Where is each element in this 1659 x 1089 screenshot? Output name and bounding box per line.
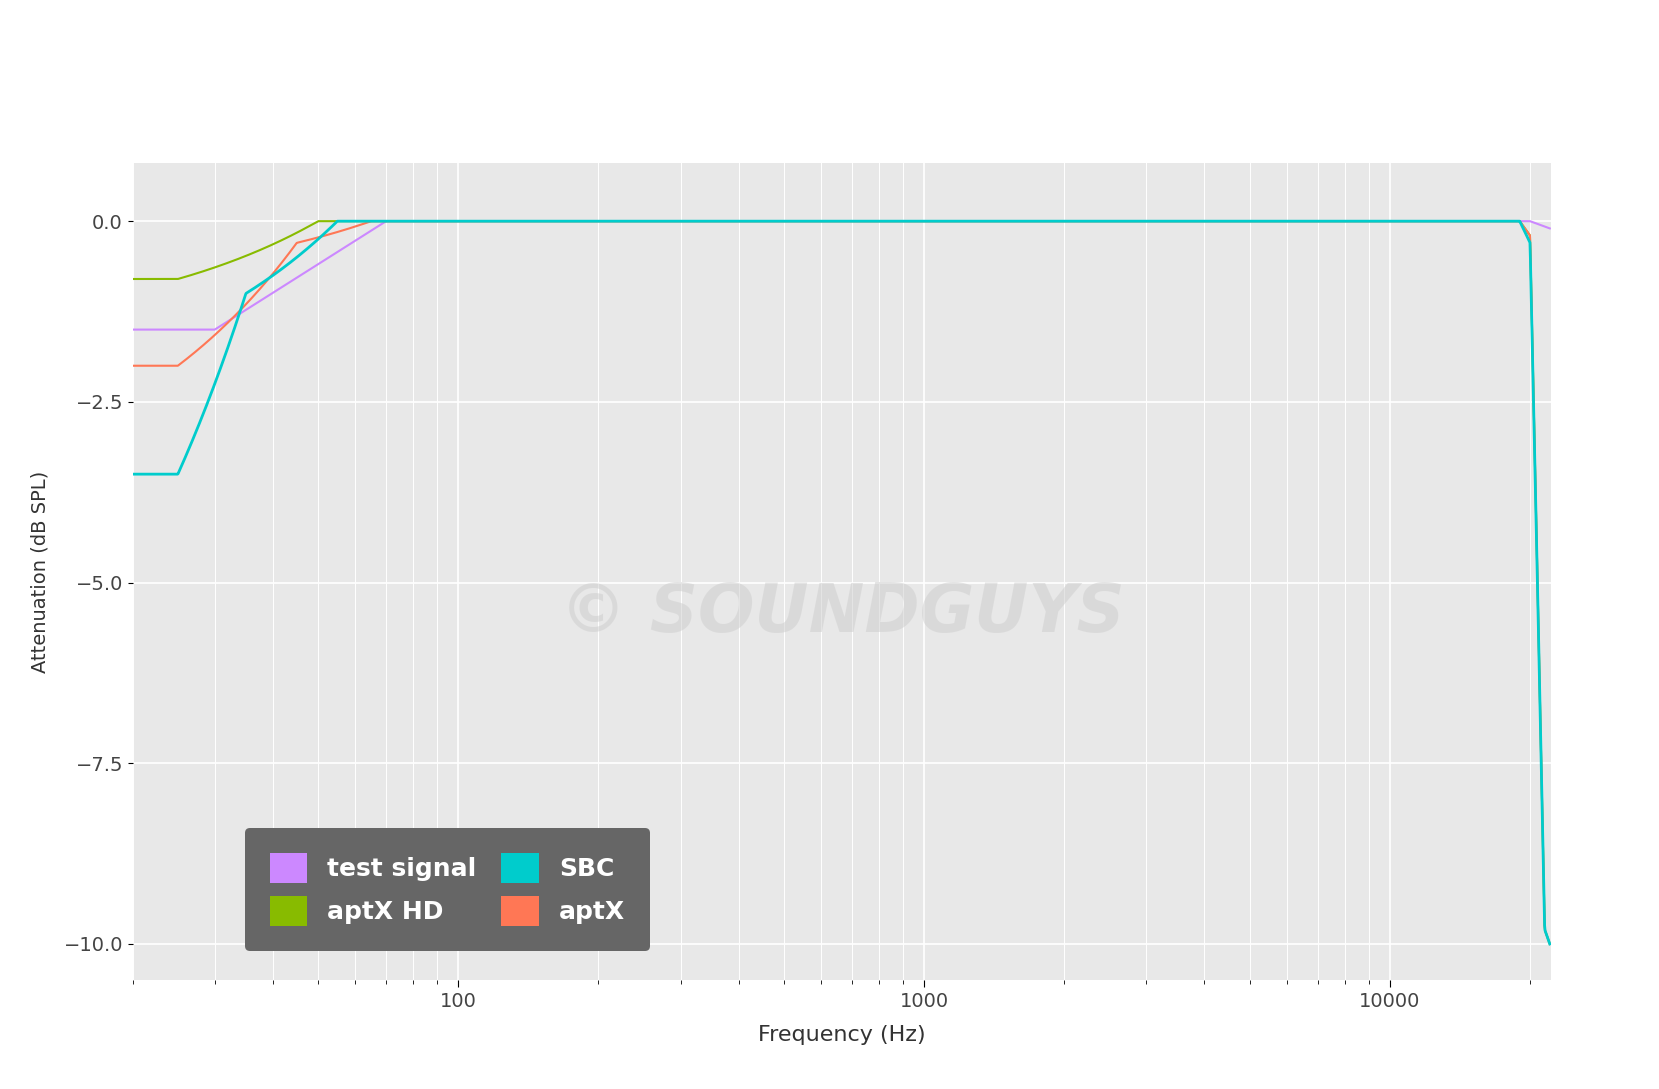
Text: © SOUNDGUYS: © SOUNDGUYS	[559, 579, 1125, 646]
Legend: test signal, aptX HD, SBC, aptX: test signal, aptX HD, SBC, aptX	[244, 828, 650, 952]
Y-axis label: Attenuation (dB SPL): Attenuation (dB SPL)	[30, 470, 50, 673]
Text: SBC, aptX, aptX HD Frequency Response: SBC, aptX, aptX HD Frequency Response	[415, 54, 1244, 89]
X-axis label: Frequency (Hz): Frequency (Hz)	[758, 1025, 926, 1044]
